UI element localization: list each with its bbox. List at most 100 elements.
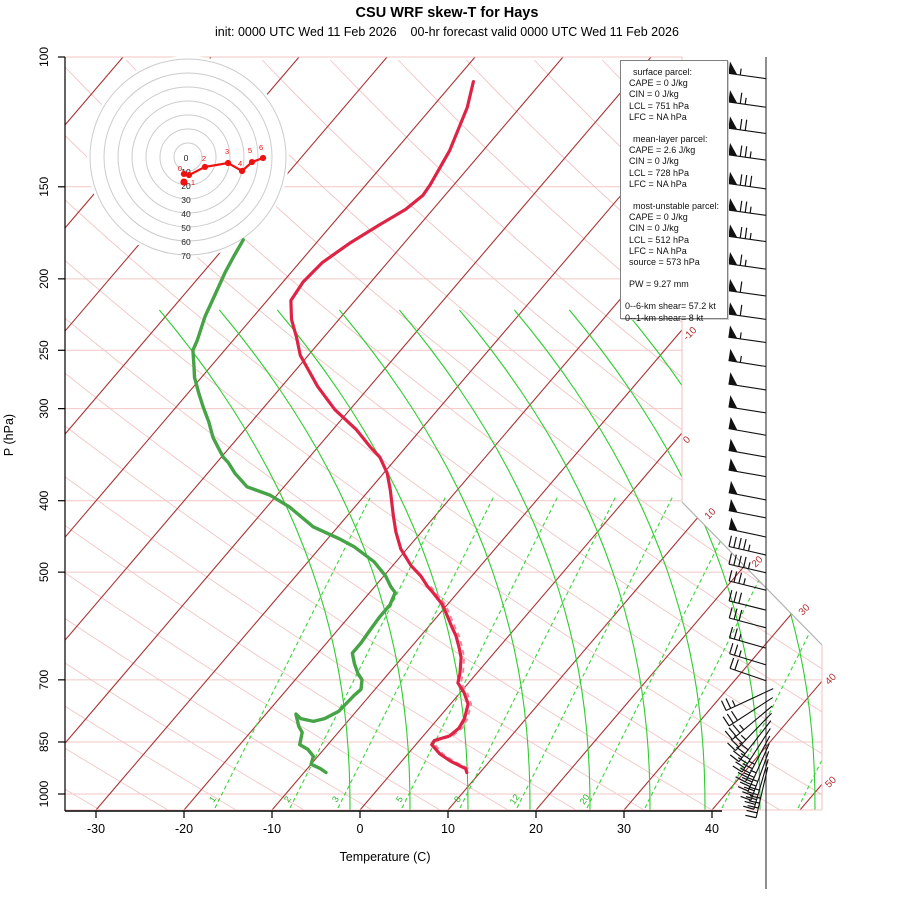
mixing-ratio-line xyxy=(337,494,495,809)
pressure-tick-label: 400 xyxy=(37,490,51,510)
dry-adiabat xyxy=(65,59,645,810)
info-line: 0--1-km shear= 8 kt xyxy=(625,312,704,323)
page-subtitle: init: 0000 UTC Wed 11 Feb 2026 00-hr for… xyxy=(215,25,679,39)
info-line: CAPE = 0 J/kg xyxy=(629,78,688,89)
isotherm-line xyxy=(65,57,564,810)
info-gap xyxy=(629,123,725,134)
dry-adiabat xyxy=(65,59,822,810)
isotherm-label: 50 xyxy=(823,774,839,790)
mixing-ratio-line xyxy=(289,494,447,809)
isotherm-line xyxy=(535,57,822,810)
dry-adiabat xyxy=(874,60,900,810)
hodograph-ring xyxy=(131,100,245,214)
info-line: LFC = NA hPa xyxy=(629,245,687,256)
dry-adiabat xyxy=(65,59,577,810)
hodograph-ring-label: 20 xyxy=(181,181,191,191)
moist-adiabat xyxy=(218,309,411,810)
pressure-tick-label: 100 xyxy=(37,47,51,67)
pressure-tick-label: 300 xyxy=(37,398,51,418)
mixing-ratio-label: 2 xyxy=(282,794,293,804)
dry-adiabat xyxy=(261,59,822,810)
mixing-ratio-label: 12 xyxy=(508,792,522,806)
isotherm-line xyxy=(65,57,652,810)
mixing-ratio-label: 5 xyxy=(394,794,405,804)
info-line: LCL = 728 hPa xyxy=(629,167,689,178)
hodograph-ring-label: 60 xyxy=(181,237,191,247)
temp-tick-label: 0 xyxy=(357,822,364,836)
temp-tick-label: -10 xyxy=(263,822,281,836)
info-line: 0--6-km shear= 57.2 kt xyxy=(625,301,716,312)
hodograph-trace-dot xyxy=(185,171,193,179)
pressure-tick-label: 1000 xyxy=(37,780,51,807)
temp-tick-label: -30 xyxy=(87,822,105,836)
isotherm-line xyxy=(65,57,476,810)
temp-tick-label: 10 xyxy=(441,822,455,836)
hodograph-trace-dot xyxy=(259,154,267,162)
isotherm-label: 20 xyxy=(750,554,766,570)
info-line: source = 573 hPa xyxy=(629,257,700,268)
temp-tick-label: 40 xyxy=(705,822,719,836)
info-block-header: most-unstable parcel: xyxy=(633,201,720,212)
temp-tick-label: 20 xyxy=(529,822,543,836)
hodograph-trace-label: 1 xyxy=(191,178,195,187)
info-gap xyxy=(629,190,725,201)
moist-adiabat xyxy=(623,309,816,810)
info-line: CAPE = 2.6 J/kg xyxy=(629,145,696,156)
hodograph-trace-dot xyxy=(224,159,232,167)
hodograph-ring-label: 30 xyxy=(181,195,191,205)
page-title: CSU WRF skew-T for Hays xyxy=(355,5,539,21)
mixing-ratio-label: 8 xyxy=(452,794,463,804)
info-line: CIN = 0 J/kg xyxy=(629,223,679,234)
info-block-header: mean-layer parcel: xyxy=(633,134,708,145)
hodograph-trace-dot xyxy=(248,158,256,166)
hodograph-ring-label: 0 xyxy=(184,153,189,163)
isotherm-label: -10 xyxy=(681,325,699,343)
isotherm-label: 10 xyxy=(703,506,719,522)
hodograph: 0102030405060700123456 xyxy=(87,56,289,261)
hodograph-ring xyxy=(89,58,287,256)
hodograph-trace-label: 5 xyxy=(248,146,252,155)
hodograph-ring xyxy=(117,86,259,228)
moist-adiabat xyxy=(513,309,706,810)
info-gap xyxy=(629,268,725,279)
mixing-ratio-line xyxy=(721,494,822,809)
dry-adiabat xyxy=(805,59,822,810)
boundary-diagonal xyxy=(681,501,823,646)
hodograph-trace-dot xyxy=(238,167,246,175)
isotherm-line xyxy=(623,57,822,810)
moist-adiabat xyxy=(276,309,469,810)
temp-tick-label: -20 xyxy=(175,822,193,836)
sounding-curves xyxy=(191,79,475,775)
pressure-tick-label: 700 xyxy=(37,670,51,690)
info-line: CIN = 0 J/kg xyxy=(629,89,679,100)
isotherm-line xyxy=(799,57,822,810)
info-block-header: surface parcel: xyxy=(633,67,693,77)
dry-adiabat xyxy=(465,59,822,810)
dry-adiabat xyxy=(65,59,713,810)
hodograph-ring xyxy=(103,72,273,242)
hodograph-ring-label: 50 xyxy=(181,223,191,233)
hodograph-trace-label: 6 xyxy=(259,143,263,152)
dry-adiabat xyxy=(193,59,822,810)
hodograph-ring xyxy=(145,114,231,200)
hodograph-storm-dot xyxy=(180,178,188,186)
mixing-ratio-line xyxy=(516,494,674,809)
hodograph-trace-dot xyxy=(180,170,188,178)
pressure-tick-label: 500 xyxy=(37,562,51,582)
isotherm-label: 40 xyxy=(823,671,839,687)
dry-adiabat xyxy=(65,59,305,810)
hodograph-trace-label: 4 xyxy=(238,159,242,168)
moist-adiabat xyxy=(158,309,351,810)
hodograph-ring xyxy=(173,142,203,172)
hodograph-trace-dot xyxy=(201,163,209,171)
info-line: CAPE = 0 J/kg xyxy=(629,212,688,223)
pressure-tick-label: 150 xyxy=(37,176,51,196)
isotherm-label: 0 xyxy=(681,434,693,446)
parcel-info-box: surface parcel: CAPE = 0 J/kg CIN = 0 J/kg… xyxy=(620,60,728,323)
mixing-ratio-line xyxy=(459,494,617,809)
info-line: PW = 9.27 mm xyxy=(629,279,689,290)
info-line: LFC = NA hPa xyxy=(629,178,687,189)
